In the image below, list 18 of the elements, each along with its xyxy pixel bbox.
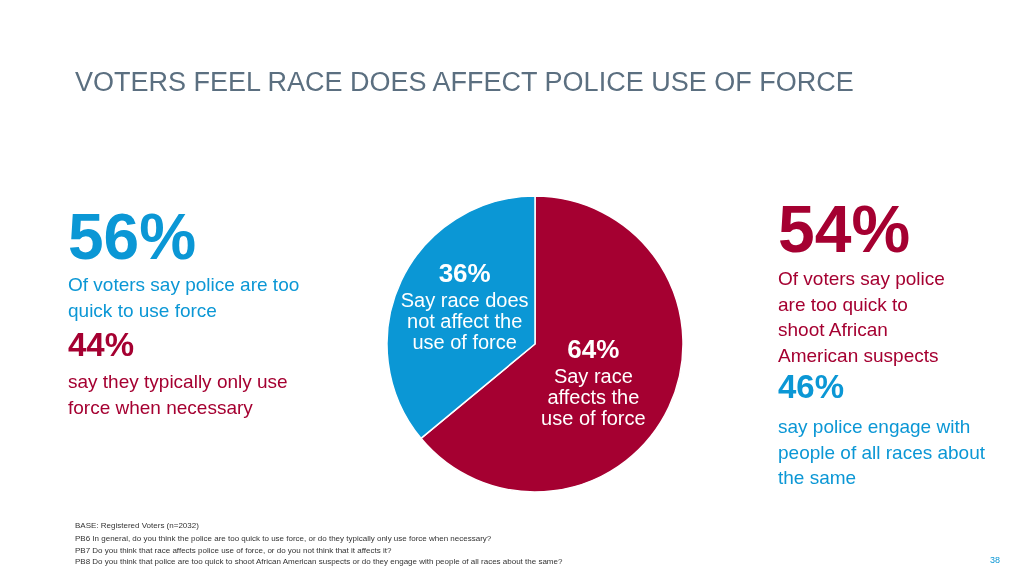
text: 44% [68, 326, 135, 363]
text: 38 [989, 555, 1000, 565]
text: say they typically only use force when necessary [68, 371, 288, 418]
data-label: 64% [567, 333, 620, 364]
text: PB7 Do you think that race affects police use of force, or do you not think that it affects it? [75, 546, 392, 555]
data-label: 36% [438, 258, 491, 289]
text: say police engage with people of all races about the same [778, 416, 986, 488]
text: Of voters say police are too quick to shoot African American suspects [778, 268, 945, 366]
text: 54% [778, 192, 911, 266]
text: PB8 Do you think that police are too quick to shoot African American suspects or do they engage with people of all races about the same? [75, 557, 563, 566]
slice-label: Say race affects the use of force [541, 364, 646, 429]
text: BASE: Registered Voters (n=2032) [75, 521, 200, 530]
text: 46% [778, 368, 845, 405]
slice-label: Say race does not affect the use of force [400, 289, 529, 354]
text: PB6 In general, do you think the police are too quick to use force, or do they typically only use force when necessary? [75, 534, 492, 543]
text: 56% [68, 201, 197, 273]
text: Of voters say police are too quick to use force [68, 274, 300, 321]
chart-title: VOTERS FEEL RACE DOES AFFECT POLICE USE OF FORCE [75, 67, 854, 97]
